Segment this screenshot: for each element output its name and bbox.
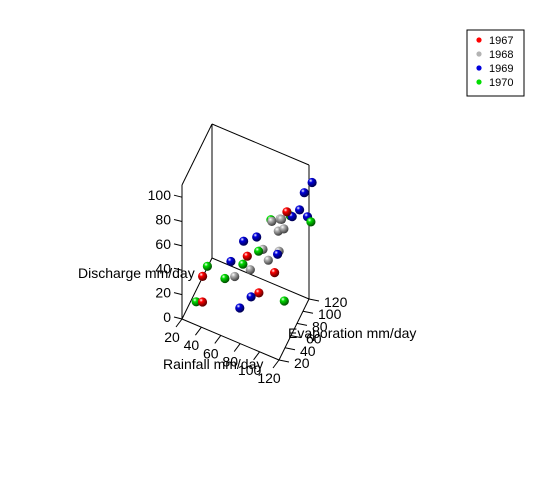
tick-label: 60	[306, 331, 322, 347]
data-point-1968	[279, 224, 289, 234]
box-edge	[181, 318, 280, 361]
tick-mark	[214, 335, 222, 344]
legend-label: 1969	[489, 63, 513, 75]
data-point-1970	[220, 273, 230, 284]
plot-box-back	[181, 123, 310, 320]
data-point-1969	[299, 188, 309, 198]
data-point-1970	[254, 246, 264, 256]
legend-marker	[476, 37, 482, 43]
data-point-1967	[197, 297, 208, 307]
tick-label: 100	[238, 362, 262, 378]
tick-mark	[173, 219, 183, 223]
tick-label: 100	[148, 187, 172, 203]
tick-label: 80	[312, 318, 328, 334]
plot-box-front	[181, 298, 310, 361]
data-point-1968	[230, 271, 240, 282]
data-point-1968	[267, 216, 277, 226]
legend: 1967 1968 1969 1970	[466, 29, 525, 97]
tick-label: 80	[222, 354, 238, 370]
z-axis-title: Discharge mm/day	[78, 265, 195, 281]
tick-mark	[175, 318, 183, 328]
tick-mark	[233, 343, 241, 352]
tick-label: 60	[155, 236, 171, 252]
legend-marker	[476, 79, 482, 85]
data-point-1970	[238, 259, 248, 269]
x-axis-title: Rainfall mm/day	[163, 356, 263, 372]
legend-label: 1967	[489, 35, 513, 47]
legend-label: 1970	[489, 77, 513, 89]
tick-mark	[296, 322, 308, 326]
data-point-1969	[295, 205, 305, 215]
data-point-1968	[263, 255, 273, 265]
data-point-1969	[252, 232, 262, 242]
tick-label: 80	[155, 212, 171, 228]
data-point-1970	[202, 261, 212, 271]
tick-mark	[173, 194, 183, 198]
y-axis-title: Evaporation mm/day	[288, 325, 416, 341]
data-point-1967	[254, 288, 264, 298]
data-point-1970	[279, 296, 289, 306]
tick-mark	[253, 351, 261, 361]
legend-marker	[476, 51, 482, 57]
data-point-1969	[273, 249, 283, 259]
tick-label: 60	[203, 345, 219, 361]
tick-label: 20	[294, 355, 310, 371]
data-point-1969	[239, 236, 249, 246]
tick-label: 20	[164, 329, 180, 345]
tick-mark	[290, 335, 302, 339]
data-point-1967	[282, 207, 292, 217]
data-point-1967	[242, 251, 252, 261]
tick-mark	[272, 359, 280, 369]
tick-label: 0	[163, 309, 171, 325]
tick-mark	[194, 326, 202, 336]
tick-label: 40	[155, 260, 171, 276]
data-point-1969	[246, 292, 256, 302]
data-point-1969	[226, 256, 236, 267]
data-point-1969	[307, 177, 317, 188]
tick-mark	[284, 347, 296, 351]
tick-label: 20	[155, 285, 171, 301]
legend-marker	[476, 65, 482, 71]
data-point-1968	[245, 265, 255, 275]
data-point-1967	[270, 268, 280, 278]
data-point-1968	[276, 214, 287, 224]
tick-label: 40	[300, 343, 316, 359]
legend-frame	[466, 29, 525, 97]
tick-label: 100	[318, 306, 342, 322]
box-edge	[211, 123, 310, 166]
tick-label: 120	[257, 370, 281, 386]
legend-label: 1968	[489, 49, 513, 61]
box-edge	[278, 298, 310, 361]
data-point-1969	[235, 303, 245, 313]
tick-mark	[173, 267, 183, 271]
tick-label: 120	[324, 294, 348, 310]
tick-label: 40	[184, 337, 200, 353]
data-points	[191, 177, 317, 313]
data-point-1970	[306, 217, 316, 227]
tick-mark	[173, 316, 183, 320]
tick-mark	[173, 292, 183, 296]
tick-mark	[308, 298, 320, 302]
box-edge	[181, 123, 213, 186]
data-point-1967	[198, 271, 208, 281]
tick-mark	[173, 243, 183, 247]
tick-mark	[302, 310, 314, 314]
tick-mark	[278, 359, 290, 363]
